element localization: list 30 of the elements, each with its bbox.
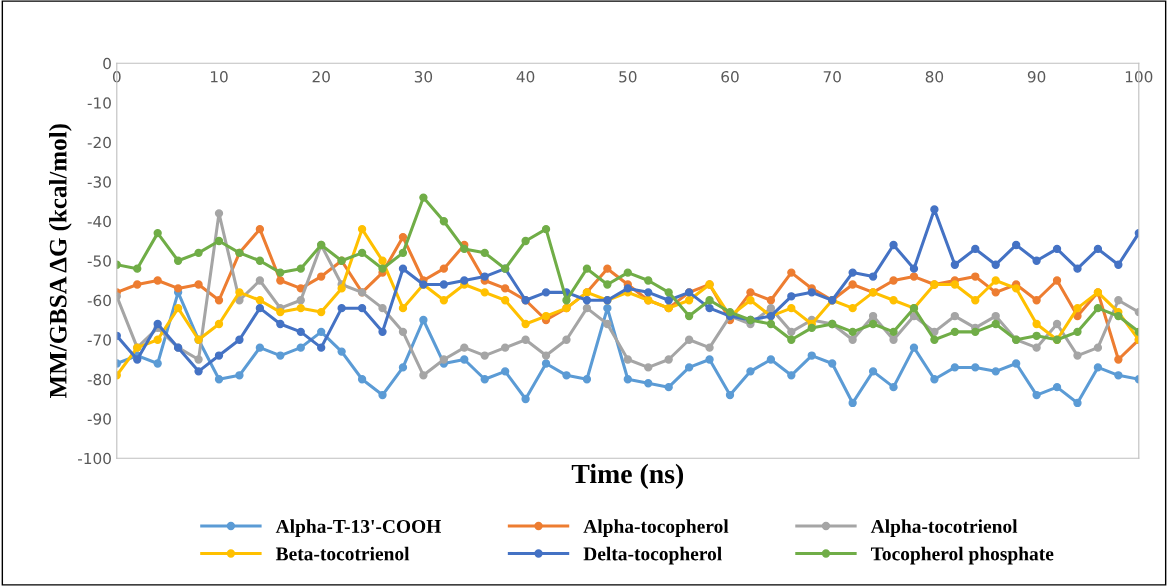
y-tick-label: 0 <box>103 57 111 70</box>
legend-label: Tocopherol phosphate <box>870 546 1054 565</box>
y-tick-label: -90 <box>87 413 111 425</box>
x-tick-label: 60 <box>721 70 739 83</box>
y-tick-label: -20 <box>87 136 111 149</box>
y-tick-label: -30 <box>87 176 111 188</box>
legend-label: Alpha-tocotrienol <box>870 519 1018 537</box>
x-tick-label: 10 <box>210 70 228 83</box>
x-tick-label: 70 <box>823 70 841 83</box>
x-tick-label: 90 <box>1027 70 1046 83</box>
legend-label: Beta-tocotrienol <box>275 546 410 561</box>
y-tick-label: -60 <box>87 294 111 307</box>
x-tick-label: 40 <box>516 70 535 83</box>
y-tick-label: -10 <box>87 97 111 109</box>
y-tick-label: -70 <box>87 334 111 346</box>
x-tick-label: 30 <box>414 70 433 83</box>
x-tick-label: 50 <box>619 70 637 83</box>
y-axis-title: MM/GBSA ΔG (kcal/mol) <box>49 124 72 399</box>
y-tick-label: -50 <box>87 255 111 267</box>
legend-label: Delta-tocopherol <box>583 546 722 565</box>
x-tick-label: 0 <box>112 70 121 83</box>
x-tick-label: 80 <box>925 70 944 83</box>
legend-label: Alpha-tocopherol <box>583 519 729 537</box>
x-tick-label: 20 <box>312 70 330 83</box>
legend-label: Alpha-T-13'-COOH <box>275 519 441 537</box>
y-tick-label: -100 <box>78 452 111 465</box>
x-axis-title: Time (ns) <box>571 463 684 489</box>
x-tick-label: 100 <box>1125 70 1153 83</box>
y-tick-label: -80 <box>87 373 111 386</box>
y-tick-label: -40 <box>87 215 111 228</box>
